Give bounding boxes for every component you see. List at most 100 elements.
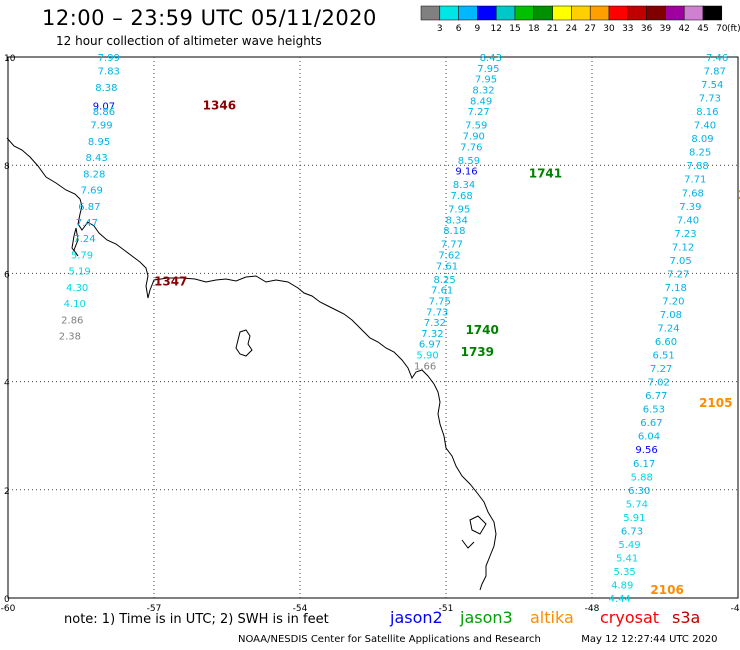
- legend-unit: (ft): [727, 24, 740, 34]
- legend-label: 6: [456, 24, 462, 34]
- wave-height-value: 6.87: [78, 202, 100, 213]
- legend-label: 9: [475, 24, 481, 34]
- wave-height-value: 7.27: [667, 269, 689, 280]
- pass-number-label: 1347: [154, 275, 187, 289]
- satellite-jason2: jason2: [390, 608, 443, 627]
- wave-height-value: 7.99: [90, 121, 112, 132]
- x-tick-label: -51: [439, 604, 454, 614]
- wave-height-value: 2.38: [59, 332, 81, 343]
- x-tick-label: -57: [147, 604, 162, 614]
- wave-height-value: 9.56: [635, 445, 657, 456]
- legend-swatch: [665, 5, 685, 21]
- x-tick-label: -48: [585, 604, 600, 614]
- credit-text: NOAA/NESDIS Center for Satellite Applica…: [238, 634, 541, 645]
- wave-height-value: 4.10: [64, 299, 86, 310]
- y-tick-label: 6: [4, 270, 10, 280]
- wave-height-value: 6.77: [645, 391, 667, 402]
- legend-label: 70: [716, 24, 728, 34]
- wave-height-value: 5.19: [68, 267, 90, 278]
- wave-height-value: 5.79: [71, 250, 93, 261]
- wave-height-value: 7.20: [662, 296, 684, 307]
- wave-height-value: 7.75: [429, 296, 451, 307]
- wave-height-value: 7.76: [460, 142, 482, 153]
- wave-height-value: 7.83: [98, 67, 120, 78]
- y-tick-label: 4: [4, 379, 10, 389]
- legend-swatch: [589, 5, 610, 21]
- wave-height-value: 8.34: [446, 215, 468, 226]
- footer-note: note: 1) Time is in UTC; 2) SWH is in fe…: [64, 612, 329, 627]
- wave-height-value: 7.46: [706, 53, 728, 64]
- wave-height-value: 5.88: [631, 472, 653, 483]
- wave-height-value: 7.54: [701, 80, 723, 91]
- wave-height-value: 7.47: [76, 218, 98, 229]
- wave-height-value: 9.16: [455, 167, 477, 178]
- wave-height-value: 8.25: [689, 148, 711, 159]
- legend-swatch: [702, 5, 723, 21]
- x-tick-label: -60: [1, 604, 16, 614]
- wave-height-value: 8.32: [472, 85, 494, 96]
- wave-height-value: 5.49: [618, 540, 640, 551]
- wave-height-value: 7.02: [648, 378, 670, 389]
- track-1739-1741: 8.437.957.958.328.497.277.597.907.768.59…: [414, 53, 502, 372]
- wave-height-value: 6.60: [655, 337, 677, 348]
- wave-height-value: 7.62: [438, 250, 460, 261]
- legend-swatch: [514, 5, 535, 21]
- wave-height-value: 6.17: [633, 459, 655, 470]
- wave-height-value: 6.04: [638, 432, 660, 443]
- satellite-s3a: s3a: [672, 608, 701, 627]
- legend-label: 45: [697, 24, 708, 34]
- wave-height-value: 7.95: [475, 75, 497, 86]
- satellite-jason3: jason3: [460, 608, 513, 627]
- x-tick-label: -54: [293, 604, 308, 614]
- wave-height-value: 7.87: [704, 67, 726, 78]
- legend-swatch: [458, 5, 478, 21]
- wave-height-value: 8.18: [443, 226, 465, 237]
- legend-label: 3: [437, 24, 443, 34]
- legend-swatch: [627, 5, 647, 21]
- wave-height-value: 6.30: [628, 486, 650, 497]
- lat-lon-grid: -60 -57 -54 -51 -48 -45 0 2 4 6 8 10: [1, 54, 740, 614]
- wave-height-value: 8.59: [458, 156, 480, 167]
- legend-label: 15: [509, 24, 520, 34]
- color-legend: 3 6 9 12 15 18 21 24 27 30 33 36 39 42 45 70 (ft): [420, 5, 740, 34]
- legend-swatch: [533, 5, 553, 21]
- legend-swatch: [683, 5, 704, 21]
- wave-height-value: 8.25: [433, 275, 455, 286]
- wave-height-value: 6.67: [640, 418, 662, 429]
- wave-height-value: 7.24: [657, 324, 679, 335]
- wave-height-value: 2.86: [61, 315, 83, 326]
- wave-height-value: 7.88: [687, 161, 709, 172]
- legend-label: 33: [622, 24, 633, 34]
- coastline: [6, 137, 497, 591]
- wave-height-value: 7.73: [426, 307, 448, 318]
- wave-height-value: 7.40: [677, 215, 699, 226]
- legend-swatch: [495, 5, 516, 21]
- wave-height-value: 5.35: [614, 567, 636, 578]
- legend-label: 39: [660, 24, 672, 34]
- wave-height-value: 5.74: [626, 499, 648, 510]
- delta-path: [461, 515, 487, 549]
- wave-height-value: 8.86: [93, 107, 115, 118]
- legend-label: 27: [584, 24, 595, 34]
- wave-height-value: 8.38: [95, 83, 117, 94]
- wave-height-value: 6.53: [643, 405, 665, 416]
- wave-height-value: 7.27: [650, 364, 672, 375]
- wave-height-value: 7.12: [672, 242, 694, 253]
- wave-height-value: 6.73: [621, 526, 643, 537]
- wave-height-value: 7.08: [660, 310, 682, 321]
- pass-labels: 1346 1347 1741 1740 1739 21 2105 2106: [154, 99, 740, 597]
- wave-height-value: 9.07: [93, 102, 115, 113]
- legend-swatch: [439, 5, 459, 21]
- wave-height-value: 7.18: [665, 283, 687, 294]
- pass-number-label: 1739: [461, 345, 494, 359]
- legend-label: 24: [566, 24, 578, 34]
- wave-height-value: 7.05: [670, 256, 692, 267]
- pass-number-label: 21: [738, 188, 740, 202]
- pass-number-label: 1740: [465, 323, 498, 337]
- legend-swatch: [420, 5, 441, 21]
- legend-label: 36: [641, 24, 653, 34]
- wave-height-value: 7.77: [441, 240, 463, 251]
- wave-height-value: 7.23: [674, 229, 696, 240]
- y-tick-label: 8: [4, 162, 10, 172]
